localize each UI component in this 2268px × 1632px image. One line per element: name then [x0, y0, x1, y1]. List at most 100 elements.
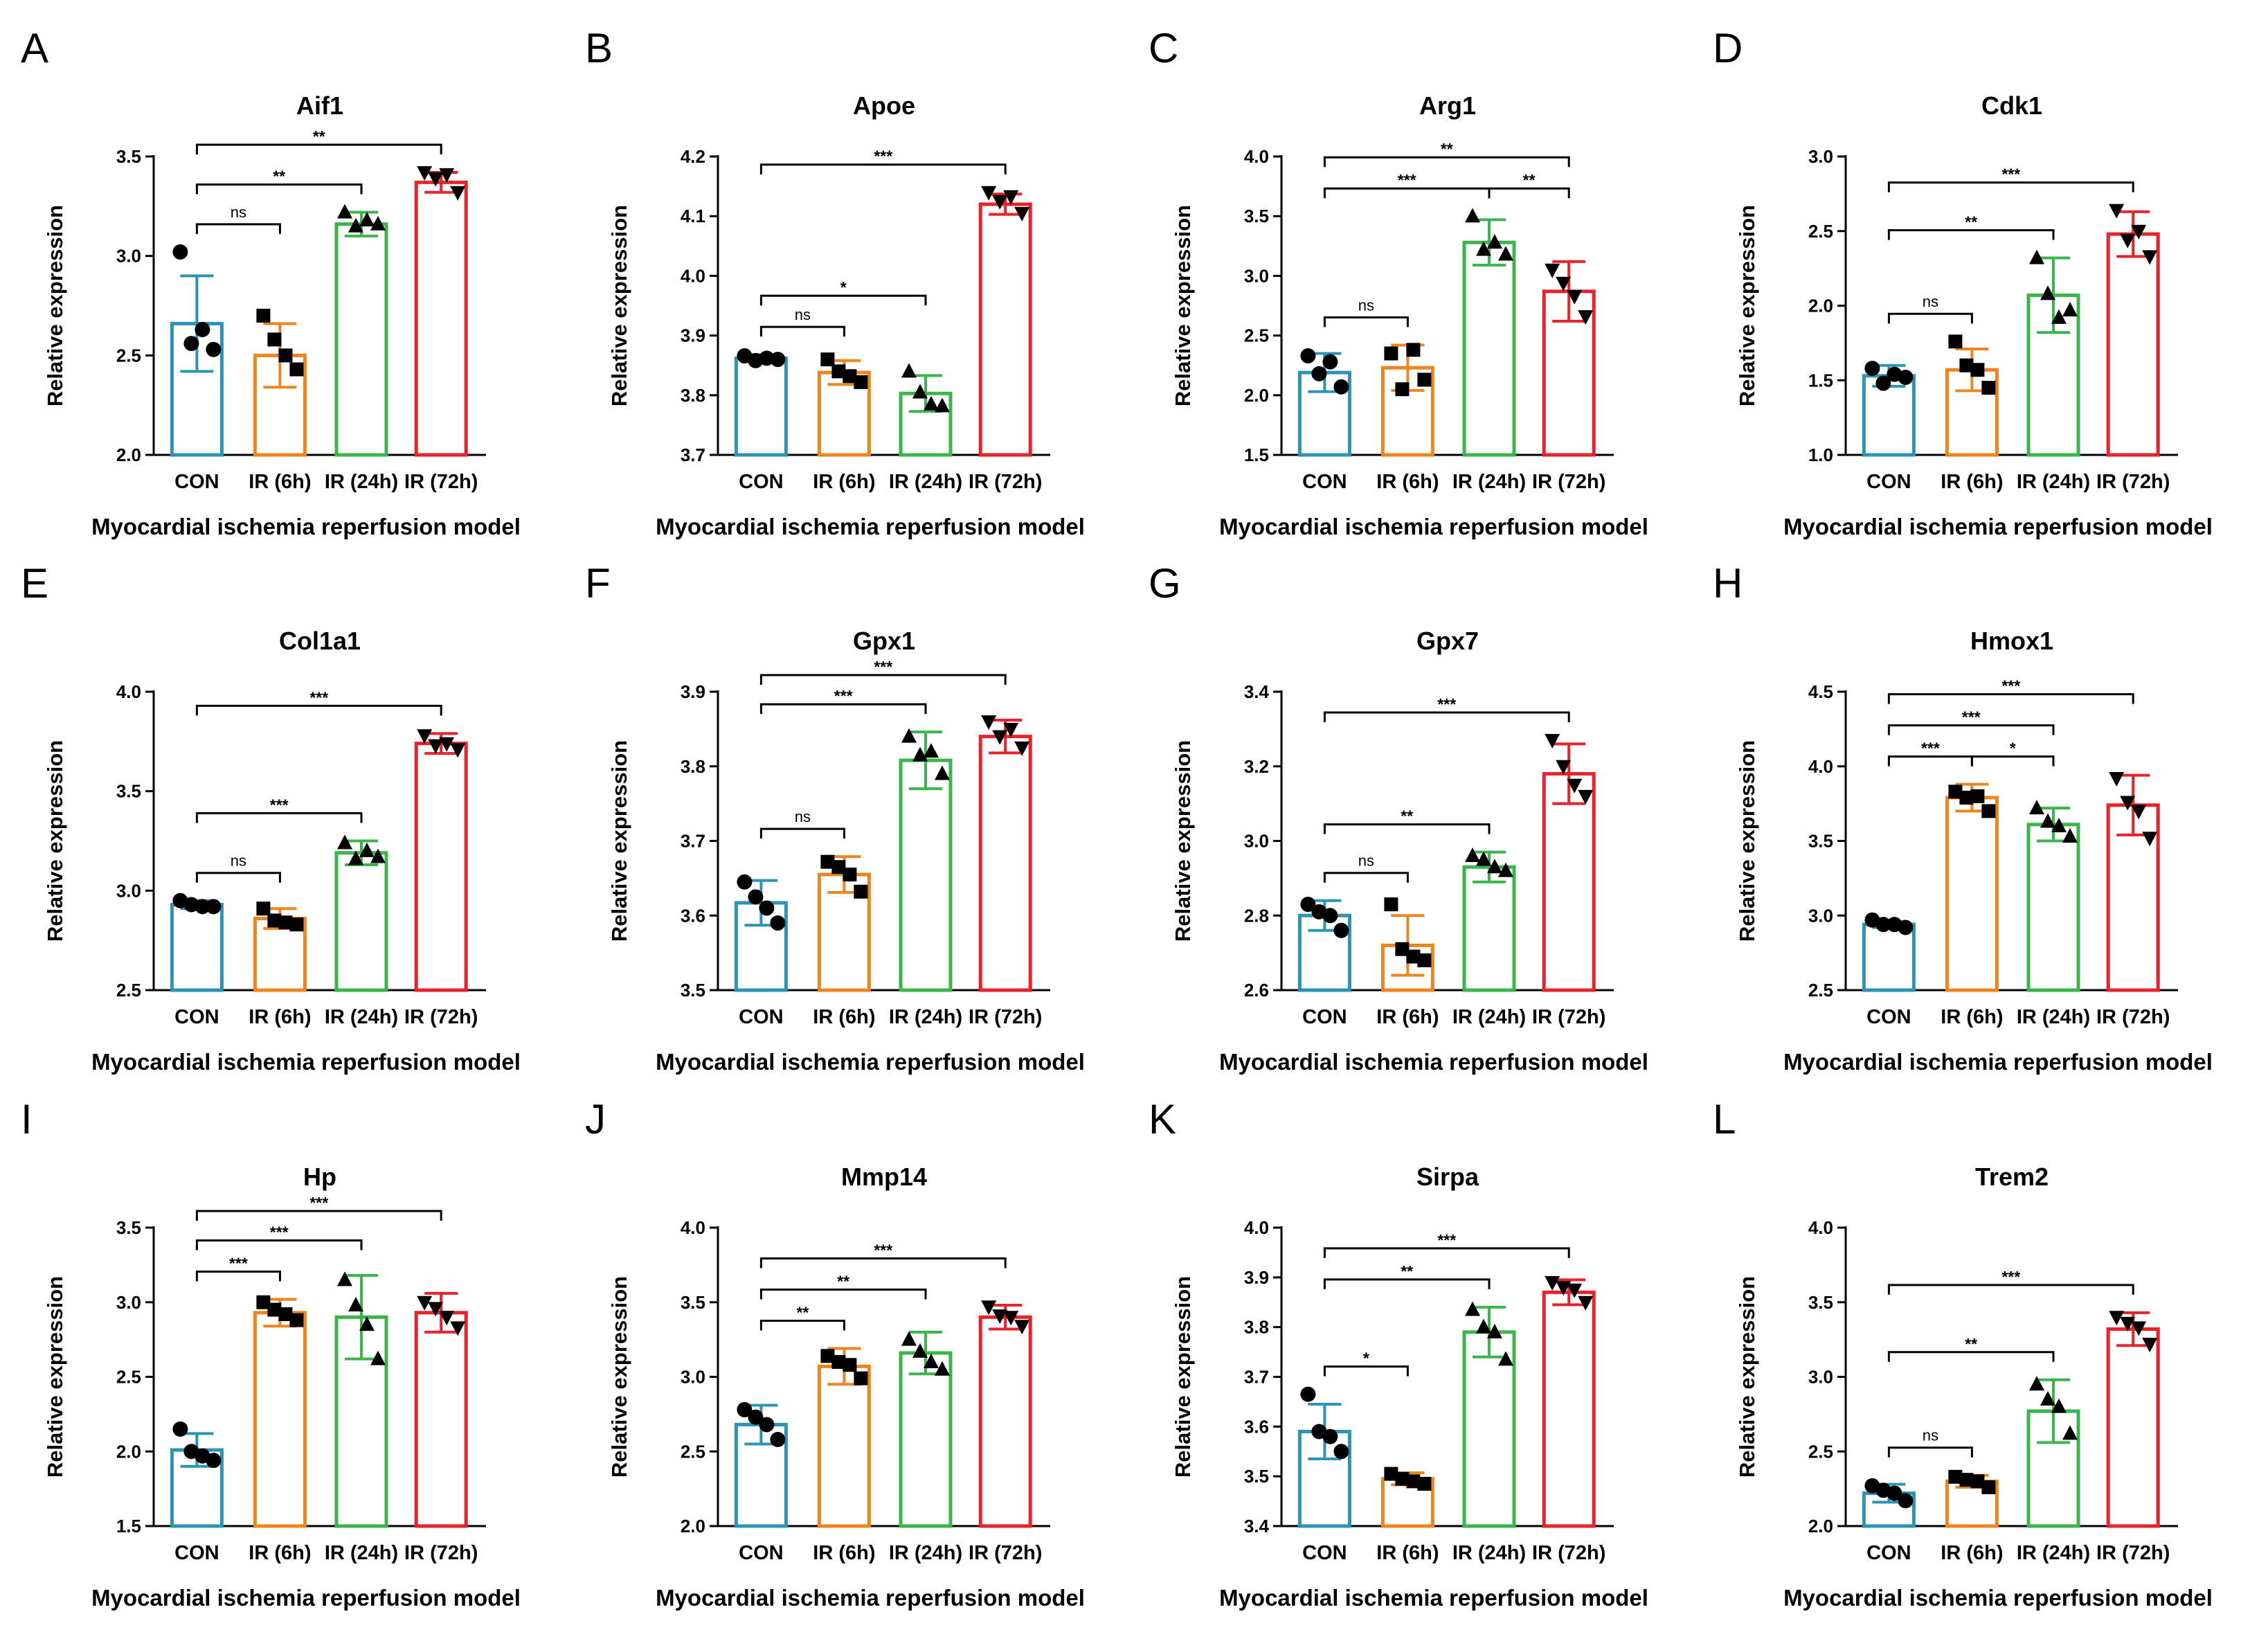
- data-point: [1875, 917, 1891, 933]
- x-category-label: IR (24h): [325, 1542, 398, 1564]
- significance-bracket: ***: [195, 1223, 363, 1250]
- data-point: [1465, 848, 1480, 863]
- data-point: [1003, 722, 1019, 737]
- chart-title: Hmox1: [1970, 627, 2053, 655]
- significance-label: ***: [2001, 1268, 2020, 1286]
- data-point: [1959, 1473, 1974, 1487]
- bracket-line: [1887, 693, 2134, 704]
- data-point: [348, 850, 363, 866]
- data-point: [1014, 1320, 1030, 1335]
- x-axis-label: Myocardial ischemia reperfusion model: [656, 514, 1085, 539]
- data-point: [1003, 190, 1019, 205]
- bar-ir-72h: [414, 180, 468, 457]
- significance-label: ***: [834, 687, 853, 705]
- significance-label: ***: [1921, 739, 1940, 757]
- x-category-label: IR (24h): [1452, 1542, 1526, 1564]
- significance-label: **: [273, 167, 285, 185]
- data-point: [1498, 246, 1513, 261]
- significance-label: **: [1965, 213, 1977, 231]
- y-tick-label: 2.0: [1808, 1516, 1833, 1536]
- x-category-label: IR (24h): [325, 471, 398, 493]
- panel-letter: L: [1713, 1096, 1736, 1142]
- bar-ir-72h: [1542, 772, 1596, 992]
- x-category-label: IR (24h): [2017, 471, 2090, 493]
- y-tick-label: 2.5: [116, 1367, 141, 1388]
- y-axis-label: Relative expression: [1171, 1276, 1195, 1478]
- y-tick-label: 4.0: [1808, 756, 1833, 777]
- bracket-line: [1887, 1446, 1973, 1458]
- y-tick-label: 4.5: [1808, 681, 1833, 702]
- chart-panel-i: I Hp 1.5 2.0 2.5 3.0 3.5 Relative expression CON…: [21, 1096, 521, 1611]
- data-point: [1959, 358, 1974, 373]
- y-tick-label: 2.5: [116, 980, 141, 1001]
- chart-title: Hp: [303, 1163, 336, 1191]
- x-category-label: IR (6h): [813, 1006, 875, 1028]
- data-point: [748, 889, 764, 905]
- significance-label: ***: [2001, 677, 2020, 695]
- data-point: [2109, 771, 2125, 787]
- significance-bracket: ***: [759, 658, 1007, 685]
- bracket-line: [1323, 316, 1409, 328]
- bracket-line: [195, 143, 442, 154]
- data-point: [289, 917, 304, 932]
- bar-ir-72h: [978, 202, 1032, 457]
- data-point: [1498, 1351, 1513, 1366]
- x-category-label: IR (6h): [249, 1542, 311, 1564]
- significance-label: ***: [1962, 708, 1981, 726]
- panel-letter: I: [21, 1096, 33, 1142]
- data-point: [370, 215, 386, 231]
- chart-title: Sirpa: [1416, 1163, 1479, 1191]
- y-tick-label: 3.0: [1244, 265, 1269, 286]
- significance-label: ***: [874, 658, 892, 676]
- x-category-label: IR (6h): [1941, 471, 2003, 493]
- data-point: [172, 1421, 188, 1437]
- x-axis-label: Myocardial ischemia reperfusion model: [91, 1585, 521, 1611]
- data-point: [1556, 276, 1572, 292]
- significance-label: ***: [1437, 1231, 1456, 1249]
- x-category-label: CON: [739, 1542, 783, 1564]
- bracket-line: [1323, 187, 1491, 199]
- significance-bracket: **: [759, 1273, 927, 1300]
- significance-bracket: ***: [1887, 1268, 2134, 1295]
- data-point: [1003, 1311, 1019, 1326]
- data-point: [1406, 1474, 1421, 1489]
- significance-bracket: *: [759, 278, 927, 306]
- data-point: [337, 204, 352, 219]
- significance-bracket: ***: [195, 688, 442, 716]
- x-category-label: IR (72h): [969, 1542, 1042, 1564]
- significance-label: *: [1363, 1349, 1369, 1368]
- data-point: [1406, 343, 1421, 357]
- y-tick-label: 3.0: [116, 1292, 141, 1313]
- y-tick-label: 3.5: [116, 1217, 141, 1238]
- data-point: [278, 915, 293, 930]
- chart-panel-f: F Gpx1 3.5 3.6 3.7 3.8 3.9 Relative expression C…: [585, 560, 1085, 1075]
- data-point: [1578, 310, 1594, 325]
- bar-ir-24h: [899, 1351, 953, 1528]
- y-tick-label: 3.6: [1244, 1416, 1269, 1437]
- y-tick-label: 3.5: [1244, 1466, 1269, 1487]
- data-point: [901, 728, 917, 743]
- y-axis-label: Relative expression: [1171, 740, 1195, 942]
- x-axis-label: Myocardial ischemia reperfusion model: [91, 514, 521, 539]
- data-point: [992, 730, 1008, 745]
- data-point: [278, 348, 293, 363]
- bracket-line: [759, 827, 845, 839]
- x-category-label: IR (72h): [2096, 471, 2170, 493]
- bar-ir-6h: [253, 1311, 307, 1528]
- bracket-line: [195, 812, 363, 823]
- chart-title: Gpx7: [1416, 627, 1479, 655]
- data-point: [2109, 204, 2125, 219]
- data-point: [2029, 249, 2044, 264]
- data-point: [267, 332, 282, 347]
- significance-bracket: ns: [195, 852, 281, 883]
- significance-bracket: ***: [195, 796, 363, 823]
- significance-label: **: [1401, 807, 1413, 825]
- data-point: [2062, 828, 2078, 843]
- data-point: [428, 1302, 444, 1317]
- data-point: [759, 350, 775, 366]
- bracket-line: [1323, 872, 1409, 883]
- data-point: [924, 395, 939, 411]
- bar-ir-72h: [978, 1315, 1032, 1528]
- significance-label: ***: [874, 147, 892, 165]
